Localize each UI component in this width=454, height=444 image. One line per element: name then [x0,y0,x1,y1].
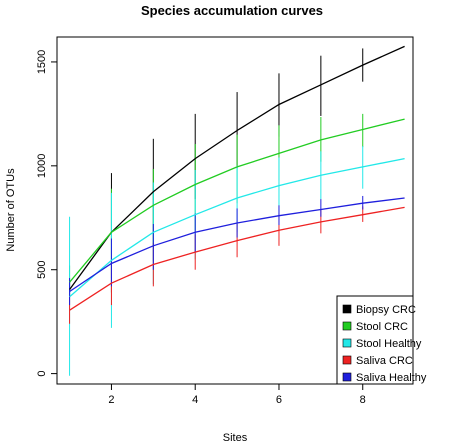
legend-label: Saliva CRC [356,355,413,367]
y-tick-label: 1000 [36,154,48,178]
series-line-stool-healthy [69,157,405,298]
series-lines [69,45,405,311]
x-axis-label: Sites [223,432,248,444]
x-tick-label: 8 [360,394,366,406]
legend-label: Stool Healthy [356,338,422,350]
x-tick-label: 2 [108,394,114,406]
legend-swatch [342,338,352,348]
legend-swatch [342,355,352,365]
series-line-biopsy-crc [69,45,405,290]
y-tick-label: 0 [36,371,48,377]
legend-swatch [342,321,352,331]
y-tick-label: 500 [36,261,48,279]
x-tick-label: 4 [192,394,198,406]
legend-label: Biopsy CRC [356,304,416,316]
legend-label: Saliva Healthy [356,372,427,384]
legend-swatch [342,304,352,314]
legend: Biopsy CRC Stool CRC Stool Healthy Saliva C… [336,295,427,385]
y-tick-label: 1500 [36,50,48,74]
y-axis-label: Number of OTUs [5,168,17,252]
series-line-stool-crc [69,118,405,283]
chart-title: Species accumulation curves [141,3,323,18]
series-line-saliva-crc [69,206,405,311]
plot-frame [56,36,414,385]
legend-label: Stool CRC [356,321,408,333]
series-line-saliva-healthy [69,197,405,293]
axis-ticks: 2 4 6 8 0 500 1000 1500 [36,50,366,406]
legend-swatch [342,372,352,382]
x-tick-label: 6 [276,394,282,406]
error-bars [69,48,364,376]
